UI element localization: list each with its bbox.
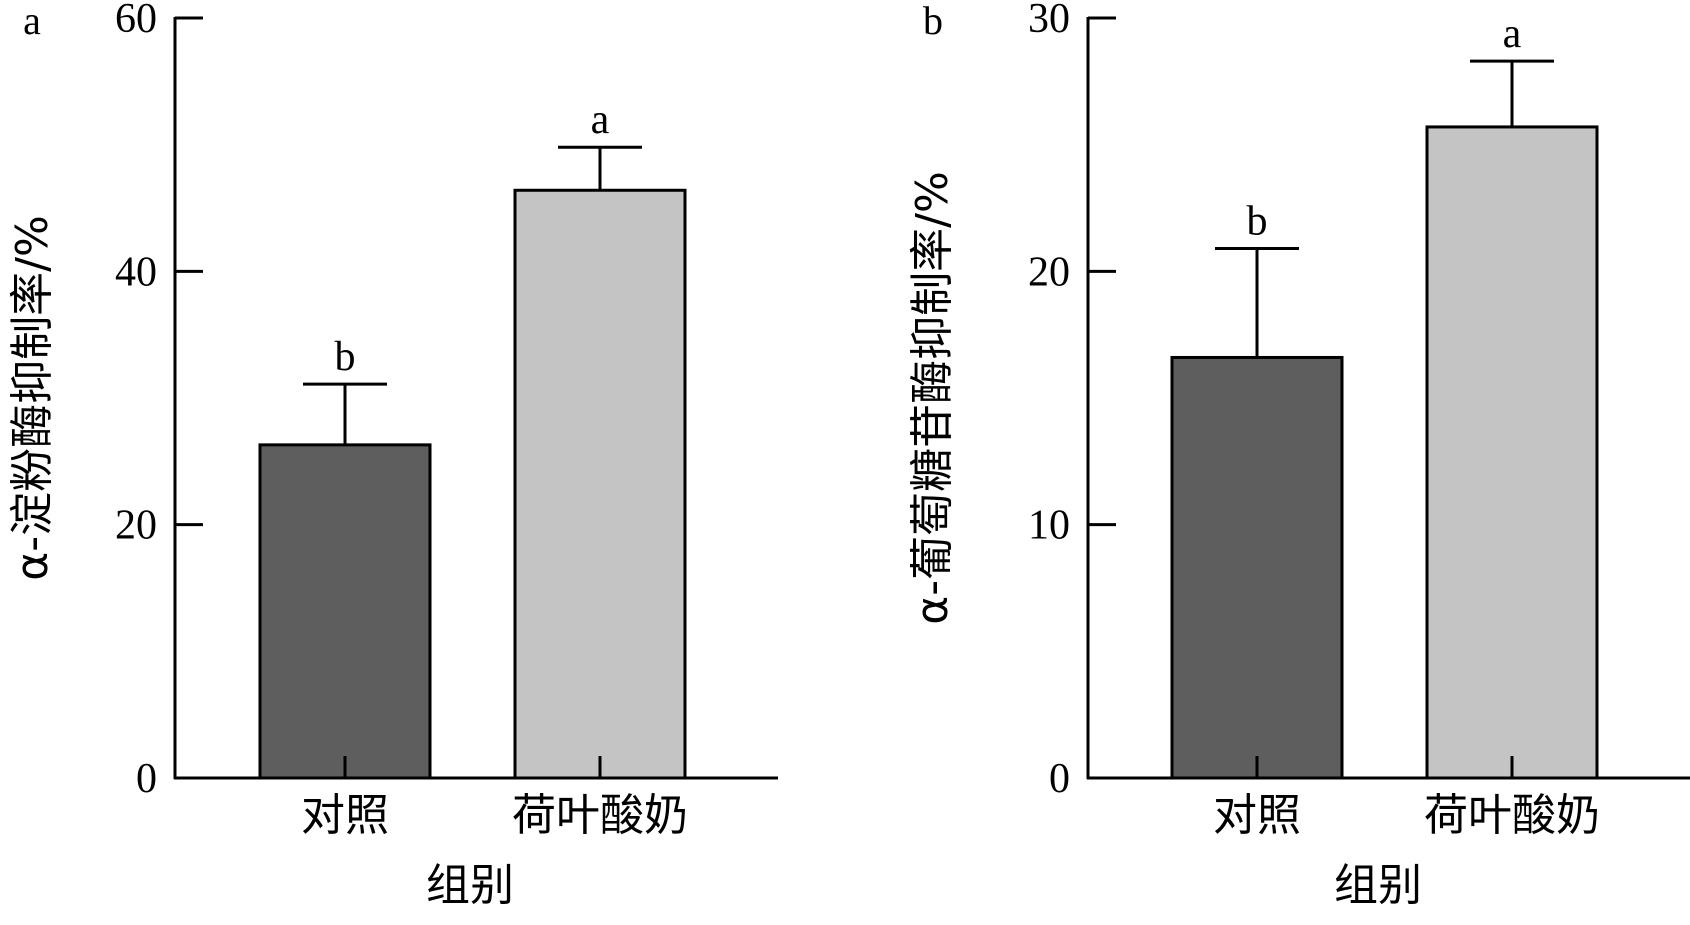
category-label-1: 荷叶酸奶 <box>1424 790 1600 841</box>
bar-1 <box>513 188 687 780</box>
significance-label-1: a <box>591 97 610 143</box>
bar-1 <box>1425 125 1599 780</box>
y-tick-label: 0 <box>1049 756 1070 802</box>
y-tick-label: 20 <box>1028 249 1070 295</box>
significance-label-1: a <box>1503 11 1522 57</box>
y-tick-label: 40 <box>115 249 157 295</box>
category-label-0: 对照 <box>301 790 389 841</box>
y-tick-label: 30 <box>1028 0 1070 42</box>
significance-label-0: b <box>335 334 356 380</box>
y-axis-title: α-葡萄糖苷酶抑制率/% <box>907 171 958 625</box>
bar-0 <box>258 443 432 780</box>
y-axis-title: α-淀粉酶抑制率/% <box>7 215 58 581</box>
category-label-0: 对照 <box>1213 790 1301 841</box>
y-tick-label: 0 <box>136 756 157 802</box>
x-axis-title: 组别 <box>426 860 514 911</box>
category-label-1: 荷叶酸奶 <box>512 790 688 841</box>
y-tick-label: 10 <box>1028 503 1070 549</box>
panel-label: a <box>23 0 41 43</box>
significance-label-0: b <box>1247 199 1268 245</box>
y-tick-label: 60 <box>115 0 157 42</box>
panel-label: b <box>923 0 943 43</box>
bar-0 <box>1170 355 1344 780</box>
x-axis-title: 组别 <box>1334 860 1422 911</box>
y-tick-label: 20 <box>115 503 157 549</box>
